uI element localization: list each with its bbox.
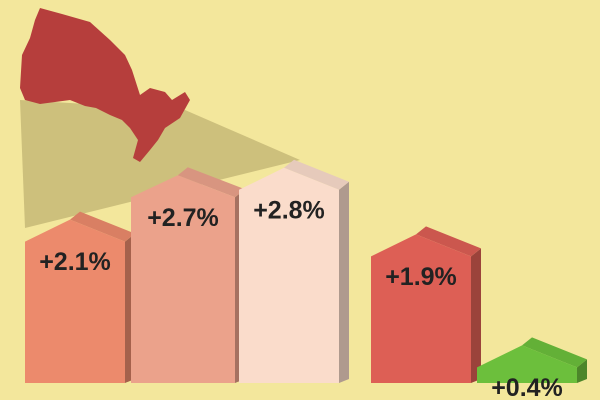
bar	[131, 175, 235, 383]
bar-roof	[177, 167, 245, 198]
value-label: +2.8%	[253, 196, 325, 224]
bar	[371, 234, 471, 383]
bar-side	[339, 181, 349, 383]
bar	[239, 167, 339, 383]
value-label: +2.7%	[147, 204, 219, 232]
value-label: +2.1%	[39, 248, 111, 276]
bar-roof	[416, 226, 481, 257]
ontario-map	[20, 8, 190, 162]
value-label: +0.4%	[491, 374, 563, 400]
bar-side	[577, 359, 587, 383]
bar	[25, 219, 125, 383]
value-label: +1.9%	[385, 263, 457, 291]
bar-roof	[522, 337, 587, 368]
bar-side	[471, 248, 481, 383]
bar-roof	[284, 159, 349, 190]
bar	[477, 345, 577, 383]
map-shadow	[20, 100, 300, 228]
bar-roof	[70, 211, 135, 242]
